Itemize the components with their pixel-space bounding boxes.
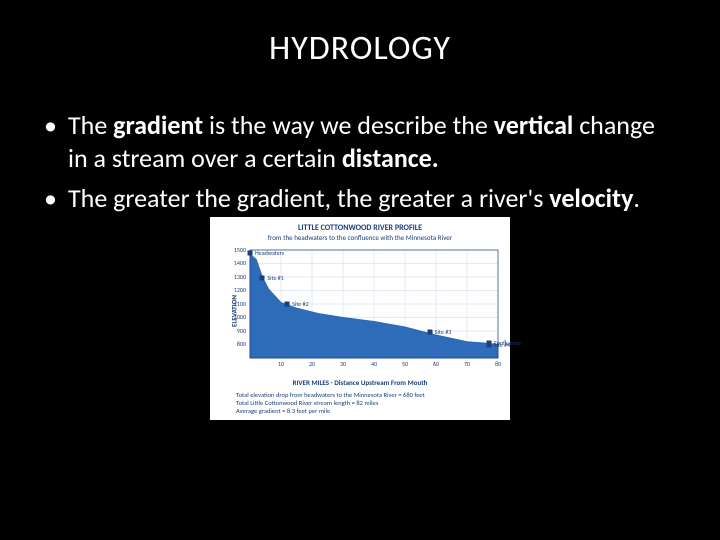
y-tick: 1100	[228, 300, 246, 308]
x-tick: 40	[371, 360, 377, 368]
chart-container: LITTLE COTTONWOOD RIVER PROFILE from the…	[40, 217, 680, 420]
y-tick: 1300	[228, 273, 246, 281]
x-tick: 10	[278, 360, 284, 368]
river-profile-chart: LITTLE COTTONWOOD RIVER PROFILE from the…	[210, 217, 510, 420]
chart-annotation: Site #3	[435, 328, 451, 336]
text-bold: velocity	[549, 182, 633, 214]
slide: HYDROLOGY The gradient is the way we des…	[0, 0, 720, 540]
chart-annotation: Site #2	[292, 300, 308, 308]
chart-marker	[427, 329, 432, 334]
chart-marker	[260, 275, 265, 280]
footer-line: Average gradient = 8.3 feet per mile	[236, 407, 504, 415]
footer-line: Total elevation drop from headwaters to …	[236, 391, 504, 399]
page-title: HYDROLOGY	[40, 28, 680, 69]
y-tick: 1000	[228, 313, 246, 321]
bullet-2: The greater the gradient, the greater a …	[40, 182, 680, 215]
x-tick: 80	[495, 360, 501, 368]
chart-marker	[486, 343, 491, 348]
chart-title: LITTLE COTTONWOOD RIVER PROFILE	[216, 223, 504, 233]
text-bold: gradient	[113, 109, 203, 141]
text: .	[633, 182, 640, 214]
x-tick: 60	[433, 360, 439, 368]
text-bold: vertical	[494, 109, 574, 141]
y-tick: 1200	[228, 286, 246, 294]
chart-annotation: Site #4	[494, 341, 510, 349]
text: is the way we describe the	[203, 109, 494, 141]
bullet-1: The gradient is the way we describe the …	[40, 109, 680, 174]
chart-annotation: Headwaters	[255, 249, 284, 257]
x-tick: 70	[464, 360, 470, 368]
y-tick: 800	[228, 340, 246, 348]
y-tick: 1500	[228, 246, 246, 254]
x-tick: 50	[402, 360, 408, 368]
chart-subtitle: from the headwaters to the confluence wi…	[216, 233, 504, 242]
x-axis-label: RIVER MILES - Distance Upstream From Mou…	[216, 378, 504, 387]
x-tick: 30	[340, 360, 346, 368]
chart-plot-area: ELEVATION 800900100011001200130014001500…	[216, 246, 504, 376]
y-tick: 1400	[228, 259, 246, 267]
bullet-list: The gradient is the way we describe the …	[40, 109, 680, 215]
chart-annotation: Site #1	[267, 274, 283, 282]
footer-line: Total Little Cottonwood River stream len…	[236, 399, 504, 407]
text: The	[68, 109, 113, 141]
chart-marker	[248, 250, 253, 255]
chart-marker	[285, 302, 290, 307]
x-tick: 20	[309, 360, 315, 368]
text: The greater the gradient, the greater a …	[68, 182, 549, 214]
chart-footer: Total elevation drop from headwaters to …	[216, 391, 504, 416]
y-tick: 900	[228, 327, 246, 335]
text-bold: distance.	[342, 142, 439, 174]
